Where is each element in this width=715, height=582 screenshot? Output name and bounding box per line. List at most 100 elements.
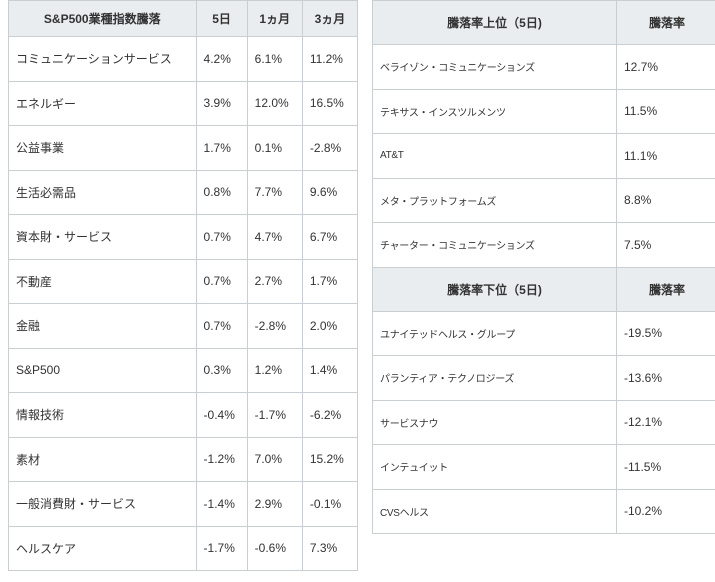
bottom-mover-stock-name: パランティア・テクノロジーズ [372,355,617,401]
top-mover-stock-change: 8.8% [616,177,715,223]
change-3m: 2.0% [301,303,359,349]
change-1m: -2.8% [246,303,303,349]
change-3m: 9.6% [301,169,359,215]
change-1m: 12.0% [246,80,303,126]
change-3m: 11.2% [301,36,359,82]
change-3m: -6.2% [301,392,359,438]
change-5d: -1.4% [195,481,248,527]
bottom-mover-row: ユナイテッドヘルス・グループ -19.5% [372,310,715,356]
top-mover-row: AT&T 11.1% [372,133,715,179]
header-3m: 3ヵ月 [301,0,359,37]
movers-table: 騰落率上位（5日) 騰落率 ベライゾン・コミュニケーションズ 12.7% テキサス・… [372,0,715,534]
bottom-mover-row: パランティア・テクノロジーズ -13.6% [372,355,715,401]
table-row: 生活必需品 0.8% 7.7% 9.6% [8,169,359,215]
top-mover-stock-change: 7.5% [616,222,715,268]
top-mover-stock-name: AT&T [372,133,617,179]
change-5d: 0.7% [195,214,248,260]
header-top-movers: 騰落率上位（5日) [372,0,617,45]
top-mover-row: テキサス・インスツルメンツ 11.5% [372,88,715,134]
sector-name: 公益事業 [8,125,197,171]
table-row: S&P500 0.3% 1.2% 1.4% [8,347,359,393]
top-mover-stock-name: テキサス・インスツルメンツ [372,88,617,134]
change-1m: 0.1% [246,125,303,171]
bottom-mover-stock-change: -19.5% [616,310,715,356]
top-mover-stock-name: メタ・プラットフォームズ [372,177,617,223]
sector-performance-table: S&P500業種指数騰落 5日 1ヵ月 3ヵ月 コミュニケーションサービス 4.2… [8,0,359,571]
top-header-row: 騰落率上位（5日) 騰落率 [372,0,715,45]
top-mover-row: ベライゾン・コミュニケーションズ 12.7% [372,44,715,90]
bottom-mover-stock-change: -11.5% [616,444,715,490]
table-row: 資本財・サービス 0.7% 4.7% 6.7% [8,214,359,260]
sector-name: 素材 [8,436,197,482]
top-mover-stock-change: 11.1% [616,133,715,179]
sector-name: 資本財・サービス [8,214,197,260]
table-header-row: S&P500業種指数騰落 5日 1ヵ月 3ヵ月 [8,0,359,37]
header-1m: 1ヵ月 [246,0,303,37]
bottom-mover-row: サービスナウ -12.1% [372,399,715,445]
change-1m: 2.9% [246,481,303,527]
change-1m: 6.1% [246,36,303,82]
change-3m: 6.7% [301,214,359,260]
bottom-mover-stock-change: -12.1% [616,399,715,445]
table-row: コミュニケーションサービス 4.2% 6.1% 11.2% [8,36,359,82]
bottom-header-row: 騰落率下位（5日) 騰落率 [372,266,715,312]
change-1m: 4.7% [246,214,303,260]
change-1m: -0.6% [246,525,303,571]
top-mover-row: メタ・プラットフォームズ 8.8% [372,177,715,223]
sector-name: エネルギー [8,80,197,126]
bottom-mover-row: インテュイット -11.5% [372,444,715,490]
sector-name: 不動産 [8,258,197,304]
change-5d: 1.7% [195,125,248,171]
bottom-mover-stock-name: CVSヘルス [372,488,617,534]
change-5d: -1.7% [195,525,248,571]
change-1m: 7.0% [246,436,303,482]
change-3m: -2.8% [301,125,359,171]
change-3m: 1.4% [301,347,359,393]
bottom-mover-stock-change: -10.2% [616,488,715,534]
table-row: ヘルスケア -1.7% -0.6% 7.3% [8,525,359,571]
header-5d: 5日 [195,0,248,37]
table-row: 不動産 0.7% 2.7% 1.7% [8,258,359,304]
change-1m: 7.7% [246,169,303,215]
change-3m: 7.3% [301,525,359,571]
change-3m: 1.7% [301,258,359,304]
sector-name: 情報技術 [8,392,197,438]
bottom-mover-stock-name: インテュイット [372,444,617,490]
table-row: 一般消費財・サービス -1.4% 2.9% -0.1% [8,481,359,527]
header-bottom-movers: 騰落率下位（5日) [372,266,617,312]
change-5d: -1.2% [195,436,248,482]
top-mover-stock-name: チャーター・コミュニケーションズ [372,222,617,268]
change-5d: 4.2% [195,36,248,82]
change-5d: 3.9% [195,80,248,126]
top-mover-row: チャーター・コミュニケーションズ 7.5% [372,222,715,268]
sector-name: ヘルスケア [8,525,197,571]
change-3m: 15.2% [301,436,359,482]
change-5d: 0.7% [195,258,248,304]
bottom-mover-stock-name: ユナイテッドヘルス・グループ [372,310,617,356]
top-mover-stock-change: 12.7% [616,44,715,90]
bottom-mover-row: CVSヘルス -10.2% [372,488,715,534]
change-5d: 0.7% [195,303,248,349]
header-bottom-change: 騰落率 [616,266,715,312]
change-5d: -0.4% [195,392,248,438]
table-row: 公益事業 1.7% 0.1% -2.8% [8,125,359,171]
table-row: 素材 -1.2% 7.0% 15.2% [8,436,359,482]
sector-name: 一般消費財・サービス [8,481,197,527]
sector-name: 金融 [8,303,197,349]
change-1m: 2.7% [246,258,303,304]
top-mover-stock-name: ベライゾン・コミュニケーションズ [372,44,617,90]
bottom-mover-stock-name: サービスナウ [372,399,617,445]
table-row: 金融 0.7% -2.8% 2.0% [8,303,359,349]
change-5d: 0.3% [195,347,248,393]
top-mover-stock-change: 11.5% [616,88,715,134]
change-1m: 1.2% [246,347,303,393]
table-row: エネルギー 3.9% 12.0% 16.5% [8,80,359,126]
change-3m: 16.5% [301,80,359,126]
header-sector: S&P500業種指数騰落 [8,0,197,37]
header-top-change: 騰落率 [616,0,715,45]
sector-name: S&P500 [8,347,197,393]
change-5d: 0.8% [195,169,248,215]
sector-name: コミュニケーションサービス [8,36,197,82]
sector-name: 生活必需品 [8,169,197,215]
bottom-mover-stock-change: -13.6% [616,355,715,401]
